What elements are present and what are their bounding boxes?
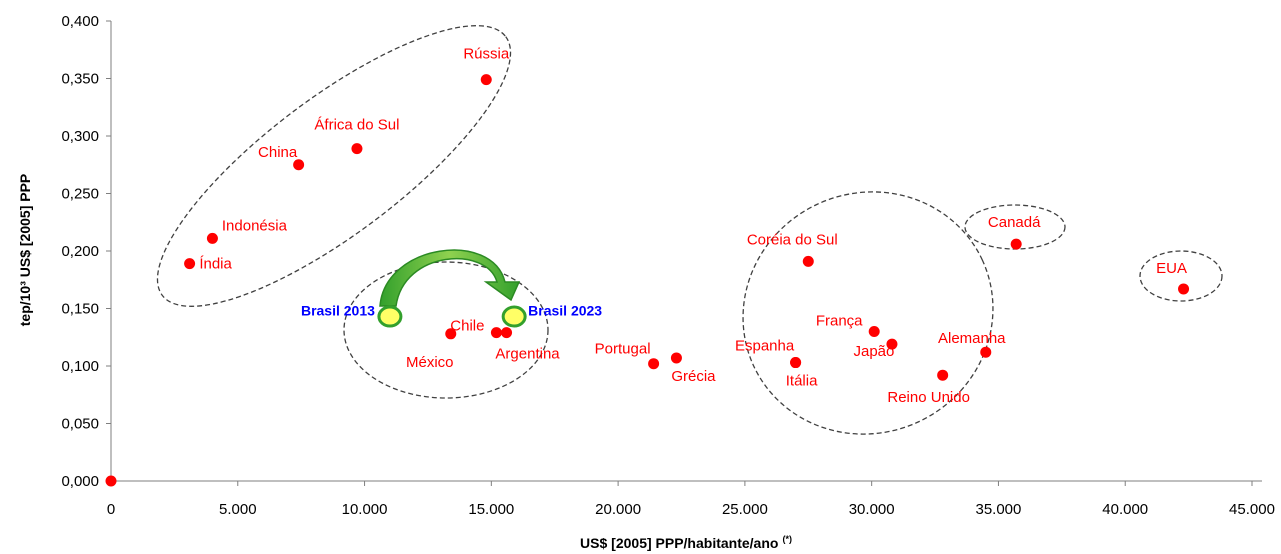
data-point-argentina [501,327,513,339]
data-label-africa-do-sul: África do Sul [314,117,399,134]
data-label-russia: Rússia [463,46,510,63]
data-point-franca [868,326,880,337]
highlight-label-brasil-1: Brasil 2023 [528,303,602,319]
data-label-argentina: Argentina [495,346,560,363]
data-label-indonesia: Indonésia [222,217,288,234]
data-points [105,74,1190,487]
y-tick-label: 0,000 [61,473,99,490]
data-label-espanha: Espanha [735,338,795,355]
x-tick-label: 0 [107,501,115,518]
data-label-india: Índia [199,256,232,273]
data-labels: Rússia África do Sul China Indonésia Índia Mé… [199,46,1187,407]
y-axis-ticks: 0,000 0,050 0,100 0,150 0,200 0,250 0,300 0,350… [61,13,111,490]
x-tick-label: 45.000 [1229,501,1275,518]
data-point-coreia-do-sul [802,255,814,267]
axes: 0,000 0,050 0,100 0,150 0,200 0,250 0,300 0,350… [61,13,1274,518]
data-label-mexico: México [406,354,454,371]
data-point-mexico [445,328,457,340]
y-axis-title: tep/10³ US$ [2005] PPP [17,174,33,327]
x-tick-label: 15.000 [468,501,514,518]
y-tick-label: 0,050 [61,416,99,433]
x-tick-label: 20.000 [595,501,641,518]
data-label-franca: França [816,313,863,330]
x-axis-title: US$ [2005] PPP/habitante/ano (*) [580,534,792,551]
group-ellipse-latam [343,261,549,399]
x-axis-ticks: 0 5.000 10.000 15.000 20.000 25.000 30.000 35.0… [107,481,1275,518]
x-tick-label: 10.000 [342,501,388,518]
group-ellipse-usa [1139,250,1223,302]
group-ellipses [156,25,1223,435]
y-tick-label: 0,200 [61,243,99,260]
highlight-label-brasil-0: Brasil 2013 [301,303,375,319]
data-label-portugal: Portugal [595,341,651,358]
data-point-indonesia [206,232,218,244]
y-tick-label: 0,350 [61,71,99,88]
x-axis-title-suffix: (*) [782,534,792,544]
data-point-italia [790,357,802,369]
data-label-eua: EUA [1156,260,1187,277]
x-tick-label: 40.000 [1102,501,1148,518]
group-ellipse-emerging [156,25,512,307]
y-tick-label: 0,250 [61,186,99,203]
data-point-africa-do-sul [351,143,363,155]
x-tick-label: 25.000 [722,501,768,518]
x-tick-label: 5.000 [219,501,257,518]
curved-arrow-icon [379,249,521,307]
data-label-japao: Japão [854,343,895,360]
data-point-eua [1178,283,1190,295]
y-tick-label: 0,300 [61,128,99,145]
y-tick-label: 0,100 [61,358,99,375]
data-label-chile: Chile [450,318,484,335]
data-point-russia [480,74,492,86]
data-label-china: China [258,144,298,161]
data-point-china [293,159,305,171]
highlight-points: Brasil 2013 Brasil 2023 [301,303,602,328]
x-tick-label: 35.000 [975,501,1021,518]
data-label-coreia-do-sul: Coréia do Sul [747,231,838,248]
data-label-canada: Canadá [988,214,1041,231]
data-point-grecia [670,352,682,364]
x-tick-label: 30.000 [849,501,895,518]
data-point-reino-unido [937,369,949,381]
highlight-point-brasil-0 [377,305,403,328]
data-label-grecia: Grécia [671,368,716,385]
data-point-canada [1010,238,1022,250]
group-ellipse-developed [742,191,994,435]
data-label-italia: Itália [786,373,818,390]
data-point-india [184,258,196,270]
data-point-origin [105,475,117,487]
data-point-alemanha [980,346,992,358]
data-point-portugal [648,358,660,370]
data-label-reino-unido: Reino Unido [887,389,970,406]
data-label-alemanha: Alemanha [938,330,1006,347]
y-tick-label: 0,150 [61,301,99,318]
data-point-chile [490,327,502,339]
data-point-japao [886,338,898,350]
y-tick-label: 0,400 [61,13,99,30]
transition-arrow [379,249,521,307]
highlight-point-brasil-1 [501,305,527,328]
